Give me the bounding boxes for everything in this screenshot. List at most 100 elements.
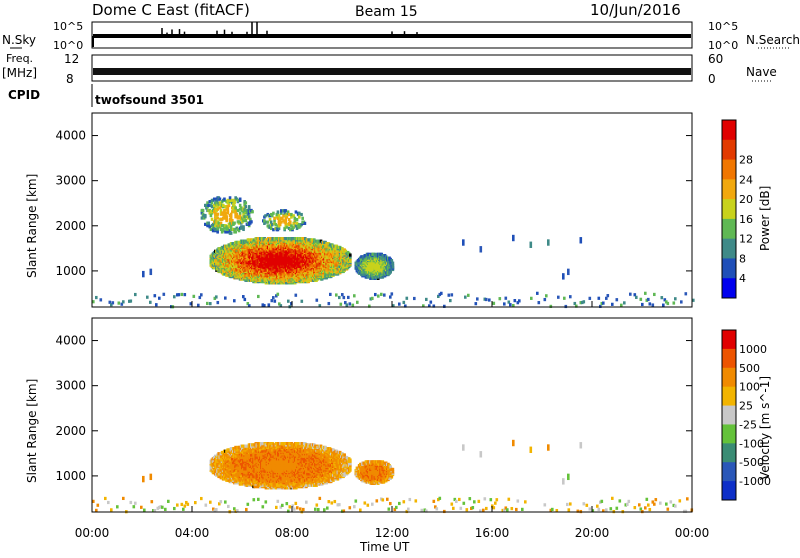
velocity-cell xyxy=(466,508,469,511)
velocity-cell xyxy=(484,497,487,500)
velocity-cell xyxy=(389,502,392,505)
power-colorbar-swatch xyxy=(722,278,736,298)
power-cell xyxy=(274,300,277,303)
power-cell xyxy=(329,293,332,296)
power-cell xyxy=(251,210,254,213)
power-colorbar-tick: 28 xyxy=(739,154,753,167)
power-cell xyxy=(267,221,270,224)
power-cell xyxy=(563,297,566,300)
power-cell xyxy=(509,303,512,306)
velocity-cell xyxy=(679,499,682,502)
power-cell xyxy=(545,294,548,297)
power-cell xyxy=(295,294,298,297)
power-cell xyxy=(611,303,614,306)
power-cell xyxy=(430,301,433,304)
power-cell xyxy=(218,222,221,225)
power-cell xyxy=(298,212,301,215)
power-cell xyxy=(236,213,239,216)
velocity-cell xyxy=(647,503,650,506)
power-cell xyxy=(118,301,121,304)
power-cell xyxy=(475,302,478,305)
power-cell xyxy=(464,296,467,299)
power-colorbar-swatch xyxy=(722,179,736,199)
power-colorbar-swatch xyxy=(722,140,736,160)
velocity-cell xyxy=(187,503,190,506)
power-cell xyxy=(356,301,359,304)
power-cell xyxy=(647,298,650,301)
velocity-cell xyxy=(589,507,592,510)
velocity-cell xyxy=(398,502,401,505)
velocity-cell xyxy=(323,508,326,511)
velocity-cell xyxy=(277,500,280,503)
power-cell xyxy=(598,297,601,300)
power-cell xyxy=(547,239,550,245)
velocity-cell xyxy=(616,507,619,510)
power-cell xyxy=(383,293,386,296)
velocity-cell xyxy=(443,510,446,513)
velocity-cell xyxy=(367,504,370,507)
velocity-cell xyxy=(314,508,317,511)
power-cell xyxy=(289,221,292,224)
velocity-cell xyxy=(220,500,223,503)
velocity-plot-area xyxy=(92,318,692,512)
power-cell xyxy=(181,293,184,296)
velocity-cell xyxy=(122,497,125,500)
velocity-cell xyxy=(296,506,299,509)
velocity-cell xyxy=(469,497,472,500)
freq-left-tick-bottom: 8 xyxy=(66,72,74,86)
power-cell xyxy=(406,297,409,300)
velocity-cell xyxy=(328,500,331,503)
freq-right-tick-bottom: 0 xyxy=(708,72,716,86)
power-cell xyxy=(149,301,152,304)
velocity-cell xyxy=(644,506,647,509)
velocity-cell xyxy=(407,508,410,511)
power-cell xyxy=(280,221,283,224)
power-cell xyxy=(245,205,248,208)
power-cell xyxy=(223,198,226,201)
velocity-cell xyxy=(143,509,146,512)
power-cell xyxy=(538,301,541,304)
power-colorbar-tick: 8 xyxy=(739,252,746,265)
power-cell xyxy=(346,303,349,306)
noise-spikes xyxy=(162,22,417,36)
power-cell xyxy=(271,299,274,302)
velocity-cell xyxy=(376,499,379,502)
power-ytick-label: 3000 xyxy=(55,174,86,188)
power-cell xyxy=(155,303,158,306)
velocity-cell xyxy=(316,503,319,506)
power-plot-area xyxy=(92,113,692,307)
power-cell xyxy=(209,302,212,305)
power-cell xyxy=(245,201,248,204)
velocity-cell xyxy=(299,507,302,510)
velocity-cell xyxy=(110,508,113,511)
velocity-cell xyxy=(686,497,689,500)
power-cell xyxy=(652,303,655,306)
beam-label: Beam 15 xyxy=(355,4,418,20)
power-cell xyxy=(193,295,196,298)
cpid-program: twofsound 3501 xyxy=(95,93,204,107)
power-cell xyxy=(225,215,228,218)
power-cell xyxy=(403,301,406,304)
power-cell xyxy=(209,200,212,203)
power-cell xyxy=(289,228,292,231)
power-cell xyxy=(230,232,233,235)
velocity-cell xyxy=(472,506,475,509)
power-cell xyxy=(377,294,380,297)
velocity-cell xyxy=(140,506,143,509)
power-cell xyxy=(589,297,592,300)
velocity-cell xyxy=(173,507,176,510)
power-cell xyxy=(204,223,207,226)
power-cell xyxy=(462,239,465,245)
power-cell xyxy=(216,213,219,216)
power-colorbar-swatch xyxy=(722,239,736,259)
velocity-cell xyxy=(355,499,358,502)
power-cell xyxy=(274,223,277,226)
velocity-cell xyxy=(460,507,463,510)
power-cell xyxy=(316,299,319,302)
velocity-cell xyxy=(107,501,110,504)
power-cell xyxy=(221,224,224,227)
power-colorbar-swatch xyxy=(722,120,736,140)
power-cell xyxy=(233,222,236,225)
velocity-cell xyxy=(596,505,599,508)
